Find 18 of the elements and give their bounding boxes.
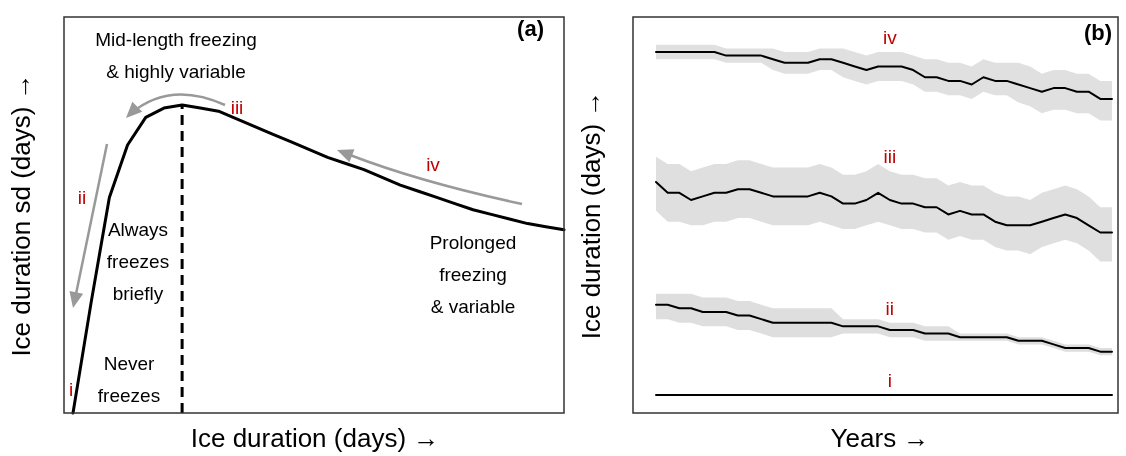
annotation: iii xyxy=(230,97,244,118)
annotation: i xyxy=(68,379,74,400)
x-axis-title: Years → xyxy=(830,423,930,453)
series-label: ii xyxy=(885,297,895,319)
series-label: iii xyxy=(883,146,897,168)
text: (a) xyxy=(517,16,544,41)
series-label: i xyxy=(887,369,892,391)
annotation: iv xyxy=(426,154,441,175)
x-axis-title: Ice duration (days) → xyxy=(190,423,440,453)
annotation: Never freezes xyxy=(97,353,161,406)
y-axis-title: Ice duration sd (days) → xyxy=(6,73,36,357)
text: (b) xyxy=(1083,20,1112,45)
annotation: ii xyxy=(77,187,87,208)
y-axis-title: Ice duration (days) → xyxy=(576,90,606,340)
annotation: Prolonged freezing & variable xyxy=(429,232,517,317)
annotation: Always freezes briefly xyxy=(106,219,170,304)
text: Mid-length freezing & highly variable xyxy=(95,29,257,82)
series-label: iv xyxy=(882,27,898,48)
